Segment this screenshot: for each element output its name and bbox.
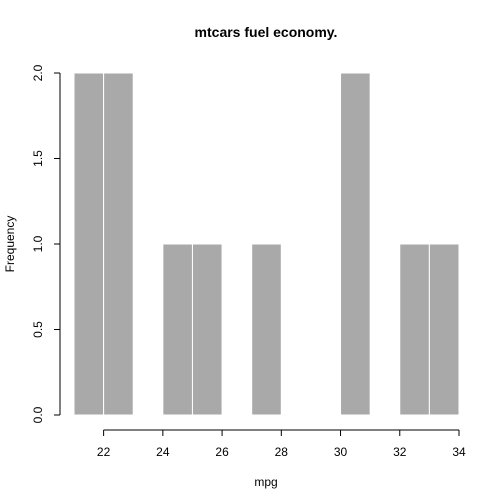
x-tick-label: 30 — [334, 445, 348, 459]
histogram-bars — [73, 72, 460, 416]
y-tick-label: 1.5 — [31, 150, 45, 167]
x-axis-label: mpg — [254, 475, 277, 489]
x-tick-label: 24 — [156, 445, 170, 459]
histogram-bar — [251, 243, 282, 416]
histogram-bar — [340, 72, 371, 416]
x-tick-label: 22 — [97, 445, 111, 459]
histogram-bar — [191, 243, 223, 416]
x-tick-label: 32 — [393, 445, 407, 459]
x-tick-label: 26 — [215, 445, 229, 459]
histogram-bar — [73, 72, 105, 416]
x-tick-label: 28 — [275, 445, 289, 459]
y-tick-label: 1.0 — [31, 235, 45, 252]
chart-title: mtcars fuel economy. — [195, 24, 338, 40]
y-tick-label: 0.5 — [31, 321, 45, 338]
x-tick-label: 34 — [452, 445, 466, 459]
y-axis-label: Frequency — [3, 216, 17, 273]
histogram-bar — [428, 243, 460, 416]
y-axis: 0.0 0.5 1.0 1.5 2.0 — [31, 64, 61, 423]
histogram-bar — [162, 243, 193, 416]
histogram-bar — [103, 72, 134, 416]
y-tick-label: 2.0 — [31, 64, 45, 81]
x-axis: 22 24 26 28 30 32 34 — [97, 429, 466, 459]
histogram-bar — [399, 243, 430, 416]
y-tick-label: 0.0 — [31, 406, 45, 423]
